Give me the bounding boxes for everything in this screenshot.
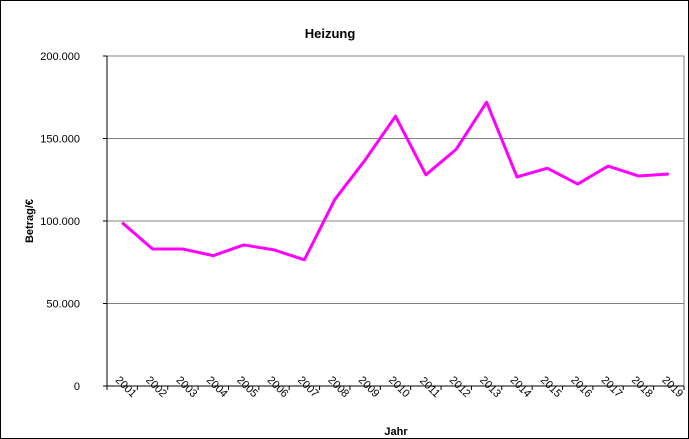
y-tick-label: 200.000: [40, 51, 80, 63]
y-tick-label: 0: [74, 381, 80, 393]
y-tick-label: 150.000: [40, 134, 80, 146]
y-tick-label: 100.000: [40, 216, 80, 228]
data-line: [121, 100, 669, 262]
y-axis-label: Betrag/€: [24, 199, 36, 243]
chart-title: Heizung: [305, 26, 356, 41]
y-tick-label: 50.000: [46, 299, 80, 311]
x-axis-label: Jahr: [384, 426, 408, 438]
